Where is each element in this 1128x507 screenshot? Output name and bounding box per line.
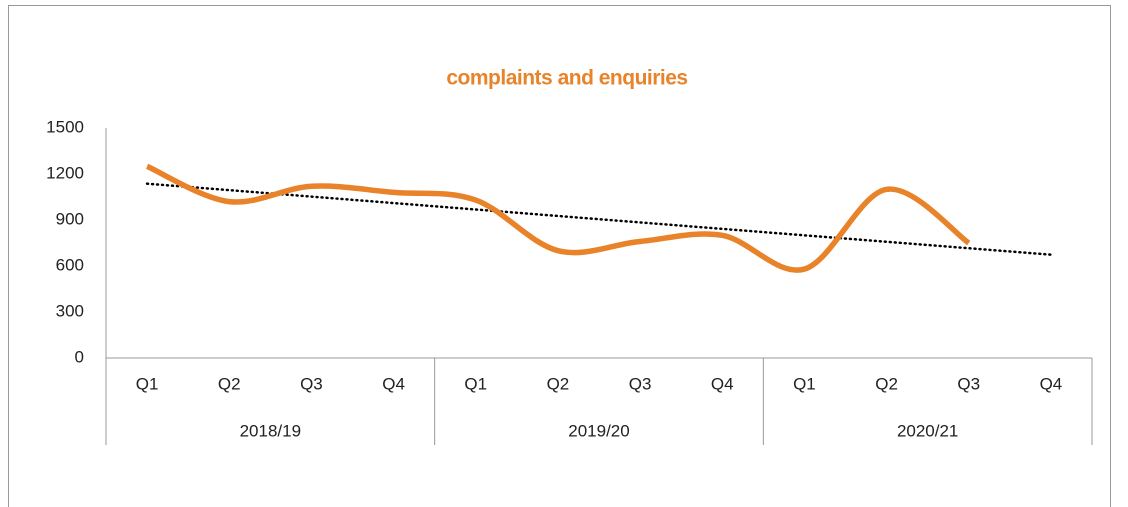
chart-title: complaints and enquiries [446,67,687,90]
y-tick-label: 900 [56,209,84,228]
x-tick-label: Q3 [300,374,323,393]
y-tick-label: 0 [75,347,84,366]
x-tick-label: Q3 [957,374,980,393]
group-label: 2018/19 [240,421,301,440]
x-tick-label: Q2 [218,374,241,393]
data-line [145,163,971,273]
x-tick-label: Q3 [629,374,652,393]
group-label: 2019/20 [568,421,629,440]
trendline [145,182,1053,256]
x-tick-label: Q1 [793,374,816,393]
x-tick-label: Q4 [711,374,734,393]
x-tick-label: Q4 [1040,374,1063,393]
y-tick-label: 1200 [46,163,84,182]
x-tick-label: Q1 [464,374,487,393]
x-tick-label: Q2 [547,374,570,393]
x-tick-label: Q4 [382,374,405,393]
x-tick-label: Q1 [136,374,159,393]
y-tick-label: 1500 [46,117,84,136]
chart-frame [8,5,1111,507]
y-tick-label: 300 [56,301,84,320]
group-label: 2020/21 [897,421,958,440]
y-tick-label: 600 [56,255,84,274]
x-tick-label: Q2 [875,374,898,393]
